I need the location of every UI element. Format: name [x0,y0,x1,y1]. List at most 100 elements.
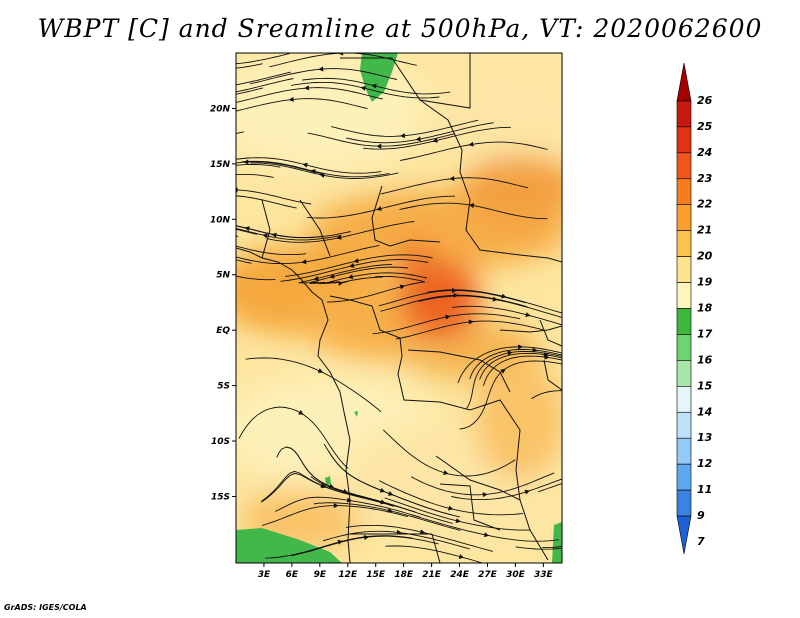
streamline-arrow [349,263,355,268]
streamline-arrow [360,86,366,91]
streamline-arrow [445,314,451,320]
colorbar-label: 18 [697,302,713,315]
streamline-arrow [455,518,461,524]
streamline [291,535,439,557]
streamline-arrow [492,296,498,302]
streamline-arrow [313,275,319,281]
streamline [236,228,258,235]
lon-tick-label: 30E [506,570,526,580]
streamline [307,132,456,147]
streamline-arrow [518,344,524,350]
streamline [451,478,562,501]
streamline-arrow [376,206,382,211]
streamline [469,348,562,380]
streamline-arrow [271,232,277,238]
colorbar-label: 9 [697,509,705,522]
streamline-arrow [342,488,349,494]
streamline-arrow [380,499,386,505]
streamline-arrow [532,347,538,353]
lat-tick-label: 10S [211,437,230,447]
colorbar-label: 20 [697,250,713,263]
streamline-arrow [310,169,316,175]
colorbar-swatch [676,386,692,413]
streamline-arrow [482,492,488,498]
streamline [236,259,252,264]
streamline [307,195,455,219]
streamline [313,502,461,531]
colorbar-label: 15 [697,379,713,392]
streamline-arrow [448,505,454,511]
streamline [236,87,264,95]
streamline [249,68,398,85]
lat-tick-label: 5S [217,382,230,392]
streamline [459,360,562,430]
streamline-arrow [443,470,449,476]
streamline-arrow [262,233,268,239]
streamline [236,173,274,178]
colorbar-swatch [676,204,692,231]
streamline-arrow [483,532,490,538]
streamline-arrow [347,274,354,280]
streamline [330,119,479,137]
colorbar-top-triangle [676,62,692,102]
colorbar-label: 24 [697,146,712,159]
streamline [236,98,368,112]
streamline-arrow [387,507,393,513]
streamline-arrow [336,234,342,240]
streamline-arrow [525,312,531,318]
streamline [269,53,417,68]
lat-tick-label: 5N [216,271,230,281]
colorbar-label: 13 [697,431,713,444]
streamline-arrow [317,368,324,373]
streamline [236,225,324,238]
streamline [400,141,548,161]
map-plot-area [236,53,562,563]
streamline-arrow [236,187,238,193]
streamline-arrow [298,410,304,415]
lon-tick-label: 33E [534,570,554,580]
colorbar-label: 17 [697,327,713,340]
streamline-arrow [353,258,359,264]
streamline-arrow [468,141,474,147]
streamline-arrows [236,53,550,559]
streamline-arrow [304,85,310,91]
longitude-axis: 3E 6E 9E 12E 15E 18E 21E 24E 27E 30E 33E [258,563,554,580]
lon-tick-label: 27E [478,570,498,580]
green-patch-southwest [236,528,342,563]
streamline-arrow [453,292,459,298]
streamline [250,162,399,179]
streamline-arrow [371,83,377,89]
streamline [236,163,281,168]
streamline-arrow [449,175,455,181]
streamline-arrow [288,96,294,102]
streamline [236,189,312,205]
lon-tick-label: 24E [450,570,470,580]
lon-tick-label: 15E [366,570,386,580]
lat-tick-label: 15S [211,492,230,502]
streamline [382,429,516,477]
colorbar-swatch [676,360,692,387]
colorbar-label: 14 [697,405,712,418]
streamline [531,390,562,400]
streamline-arrow [346,497,353,503]
streamline [236,63,263,69]
colorbar-label: 23 [697,172,713,185]
colorbar-swatch [676,178,692,206]
streamline [275,496,421,518]
colorbar-label: 25 [697,120,713,133]
streamline [236,235,239,237]
streamline-arrow [451,288,457,294]
streamline-arrow [501,293,507,299]
streamline [236,228,342,241]
streamline [515,546,562,550]
streamline [322,530,471,550]
streamline [236,245,307,256]
colorbar-bottom-triangle [676,515,692,555]
streamline-arrow [301,259,307,265]
streamline-arrow [524,489,530,495]
lon-tick-label: 9E [314,570,327,580]
colorbar-swatch [676,230,692,257]
lon-tick-label: 18E [394,570,414,580]
streamline-arrow [415,136,421,142]
streamline [291,81,440,99]
